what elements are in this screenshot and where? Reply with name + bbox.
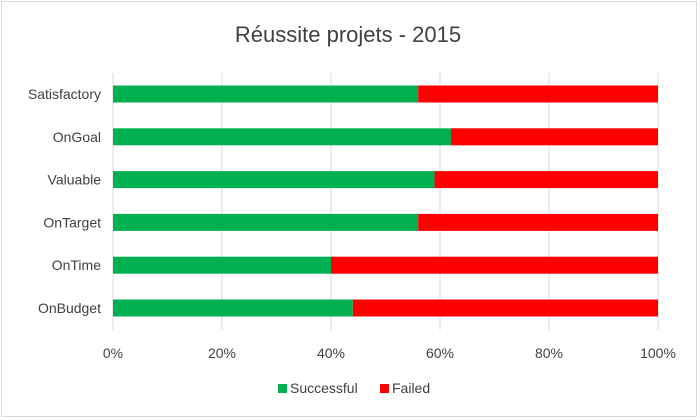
bar-segment-failed xyxy=(352,299,658,317)
x-tick-label: 80% xyxy=(535,345,563,361)
bar-segment-successful xyxy=(113,299,353,317)
bar-segment-successful xyxy=(113,128,451,146)
category-label: OnBudget xyxy=(38,300,101,316)
legend-label-successful: Successful xyxy=(290,380,358,396)
x-tick-label: 100% xyxy=(640,345,676,361)
bar-segment-successful xyxy=(113,85,419,103)
bar-segment-successful xyxy=(113,256,331,274)
legend: Successful Failed xyxy=(278,380,430,396)
x-tick-label: 20% xyxy=(208,345,236,361)
bar-segment-successful xyxy=(113,213,419,231)
legend-label-failed: Failed xyxy=(392,380,430,396)
x-tick-label: 40% xyxy=(317,345,345,361)
category-label: OnTime xyxy=(52,257,101,273)
category-labels: Satisfactory OnGoal Valuable OnTarget OnTime… xyxy=(28,86,101,316)
bar-segment-failed xyxy=(418,85,658,103)
category-label: OnGoal xyxy=(53,129,101,145)
bar-segment-failed xyxy=(418,213,658,231)
x-tick-label: 0% xyxy=(103,345,123,361)
category-label: Satisfactory xyxy=(28,86,101,102)
bar-segment-failed xyxy=(434,171,658,189)
legend-swatch-failed xyxy=(380,384,389,393)
bar-segment-failed xyxy=(450,128,658,146)
x-tick-label: 60% xyxy=(426,345,454,361)
category-label: Valuable xyxy=(48,172,102,188)
legend-swatch-successful xyxy=(278,384,287,393)
gridlines xyxy=(112,73,659,330)
category-label: OnTarget xyxy=(43,214,101,230)
bars xyxy=(113,85,658,317)
bar-segment-failed xyxy=(331,256,658,274)
bar-segment-successful xyxy=(113,171,435,189)
x-tick-labels: 0% 20% 40% 60% 80% 100% xyxy=(103,345,676,361)
chart-title: Réussite projets - 2015 xyxy=(235,22,461,47)
